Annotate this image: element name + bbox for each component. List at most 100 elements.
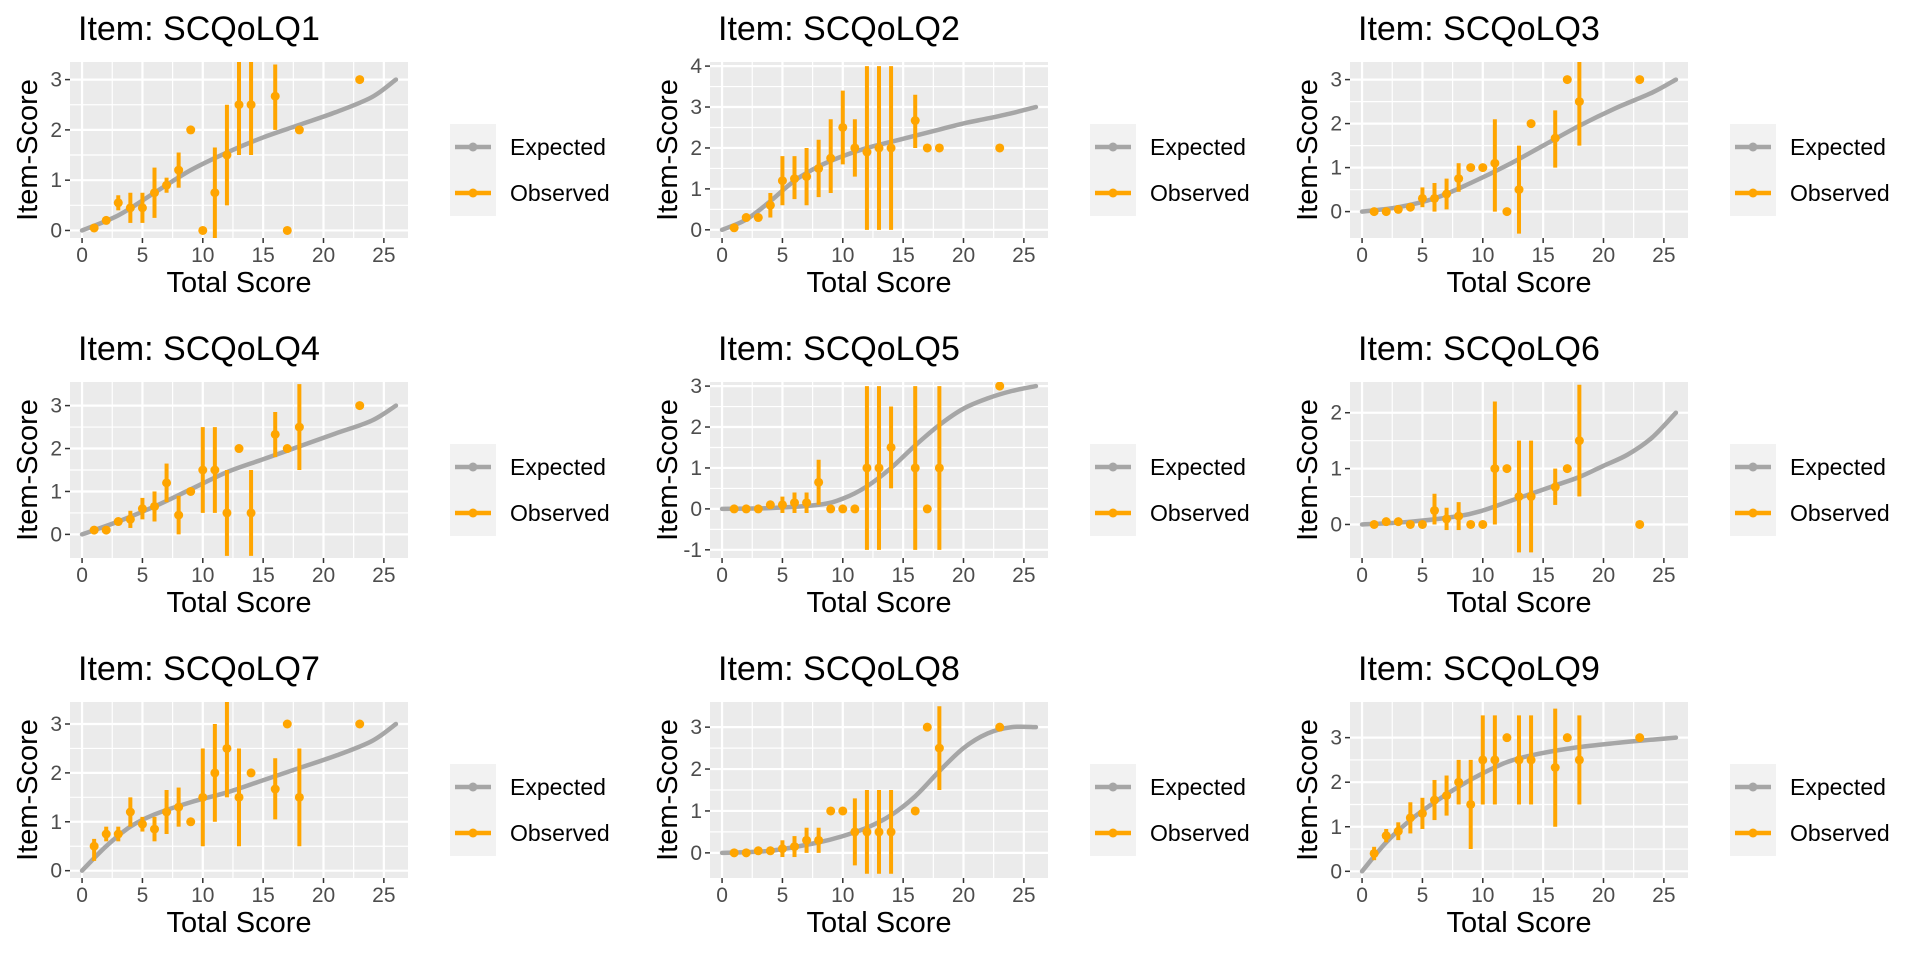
observed-point — [922, 143, 932, 153]
x-tick-label: 0 — [1356, 564, 1368, 587]
y-tick-label: -1 — [683, 539, 702, 562]
y-axis-label: Item-Score — [12, 399, 44, 541]
plot-layer — [1359, 384, 1679, 553]
observed-point — [1490, 158, 1500, 168]
observed-point — [198, 225, 208, 235]
observed-point — [1490, 464, 1500, 474]
x-tick-label: 10 — [1471, 884, 1494, 907]
x-tick-label: 10 — [191, 564, 214, 587]
observed-point — [802, 498, 812, 508]
panel-title: Item: SCQoLQ5 — [718, 330, 960, 368]
x-axis-label: Total Score — [1446, 907, 1591, 939]
observed-point — [1514, 492, 1524, 502]
observed-point — [1417, 808, 1427, 818]
observed-point — [162, 180, 172, 190]
observed-point — [1405, 202, 1415, 212]
x-tick-label: 5 — [137, 564, 149, 587]
observed-point — [1490, 755, 1500, 765]
observed-point — [1381, 831, 1391, 841]
chart-svg: 0 5 10 15 20 25 0 1 2 3 4 Item: SCQoLQ2 Total Score I… — [652, 10, 1250, 299]
observed-point — [850, 827, 860, 837]
x-tick-label: 15 — [251, 884, 274, 907]
y-tick-label: 0 — [690, 219, 702, 242]
legend: Expected Observed — [1730, 764, 1890, 856]
y-tick-label: 0 — [50, 219, 62, 242]
legend-key-expected-point — [1108, 782, 1118, 792]
chart-svg: 0 5 10 15 20 25 0 1 2 3 Item: SCQoLQ8 Total Score It… — [652, 650, 1250, 939]
observed-point — [125, 807, 135, 817]
observed-point — [1635, 519, 1645, 529]
observed-point — [729, 223, 739, 233]
y-axis-label: Item-Score — [652, 79, 684, 221]
legend: Expected Observed — [450, 444, 610, 536]
observed-point — [234, 792, 244, 802]
x-axis-label: Total Score — [806, 267, 951, 299]
observed-point — [113, 517, 123, 527]
observed-point — [101, 829, 111, 839]
legend-key-expected-point — [468, 782, 478, 792]
observed-point — [125, 203, 135, 213]
observed-point — [355, 719, 365, 729]
observed-point — [1454, 511, 1464, 521]
x-tick-label: 20 — [1592, 244, 1615, 267]
legend-label-observed: Observed — [1790, 180, 1890, 206]
observed-point — [729, 848, 739, 858]
legend-label-expected: Expected — [510, 134, 606, 160]
legend: Expected Observed — [1730, 444, 1890, 536]
observed-point — [814, 477, 824, 487]
x-axis-label: Total Score — [166, 587, 311, 619]
x-axis-label: Total Score — [1446, 587, 1591, 619]
observed-point — [222, 150, 232, 160]
observed-point — [101, 525, 111, 535]
observed-point — [826, 806, 836, 816]
chart-svg: 0 5 10 15 20 25 0 1 2 3 Item: SCQoLQ4 Total Score It… — [12, 330, 610, 619]
observed-point — [210, 768, 220, 778]
y-tick-label: 1 — [50, 169, 62, 192]
y-tick-label: 1 — [690, 457, 702, 480]
observed-point — [210, 465, 220, 475]
y-tick-label: 2 — [1330, 402, 1342, 425]
chart-svg: 0 5 10 15 20 25 0 1 2 3 Item: SCQoLQ7 Total Score It… — [12, 650, 610, 939]
observed-point — [850, 143, 860, 153]
observed-point — [790, 498, 799, 508]
observed-point — [1454, 174, 1464, 184]
chart-panel-5: 0 5 10 15 20 25 -1 0 1 2 3 Item: SCQoLQ5 Total Score… — [640, 320, 1280, 640]
plot-layer — [719, 382, 1039, 550]
x-tick-label: 20 — [952, 244, 975, 267]
observed-point — [765, 200, 775, 210]
chart-panel-2: 0 5 10 15 20 25 0 1 2 3 4 Item: SCQoLQ2 Total Score I… — [640, 0, 1280, 320]
legend-label-observed: Observed — [1150, 500, 1250, 526]
x-tick-label: 25 — [372, 564, 395, 587]
panel-title: Item: SCQoLQ2 — [718, 10, 960, 48]
observed-point — [222, 743, 232, 753]
observed-point — [765, 500, 775, 510]
y-tick-label: 2 — [1330, 113, 1342, 136]
x-axis-label: Total Score — [806, 587, 951, 619]
observed-point — [765, 846, 775, 856]
observed-point — [113, 829, 123, 839]
observed-point — [1430, 193, 1439, 203]
observed-point — [1562, 464, 1572, 474]
observed-point — [741, 213, 751, 223]
plot-layer — [79, 62, 399, 238]
legend-label-expected: Expected — [1150, 454, 1246, 480]
y-tick-label: 3 — [690, 96, 702, 119]
observed-point — [741, 848, 751, 858]
observed-point — [1430, 795, 1439, 805]
observed-point — [125, 514, 135, 524]
observed-point — [862, 827, 872, 837]
chart-panel-1: 0 5 10 15 20 25 0 1 2 3 Item: SCQoLQ1 Total Score It… — [0, 0, 640, 320]
observed-point — [1562, 75, 1572, 85]
observed-point — [874, 827, 884, 837]
x-tick-label: 25 — [1652, 244, 1675, 267]
observed-point — [826, 504, 836, 514]
observed-point — [753, 846, 763, 856]
observed-point — [355, 401, 365, 411]
observed-point — [729, 504, 739, 514]
x-tick-label: 5 — [1417, 884, 1429, 907]
observed-point — [1466, 163, 1476, 173]
legend-key-observed-point — [1108, 828, 1118, 838]
x-tick-label: 10 — [1471, 244, 1494, 267]
observed-point — [814, 835, 824, 845]
